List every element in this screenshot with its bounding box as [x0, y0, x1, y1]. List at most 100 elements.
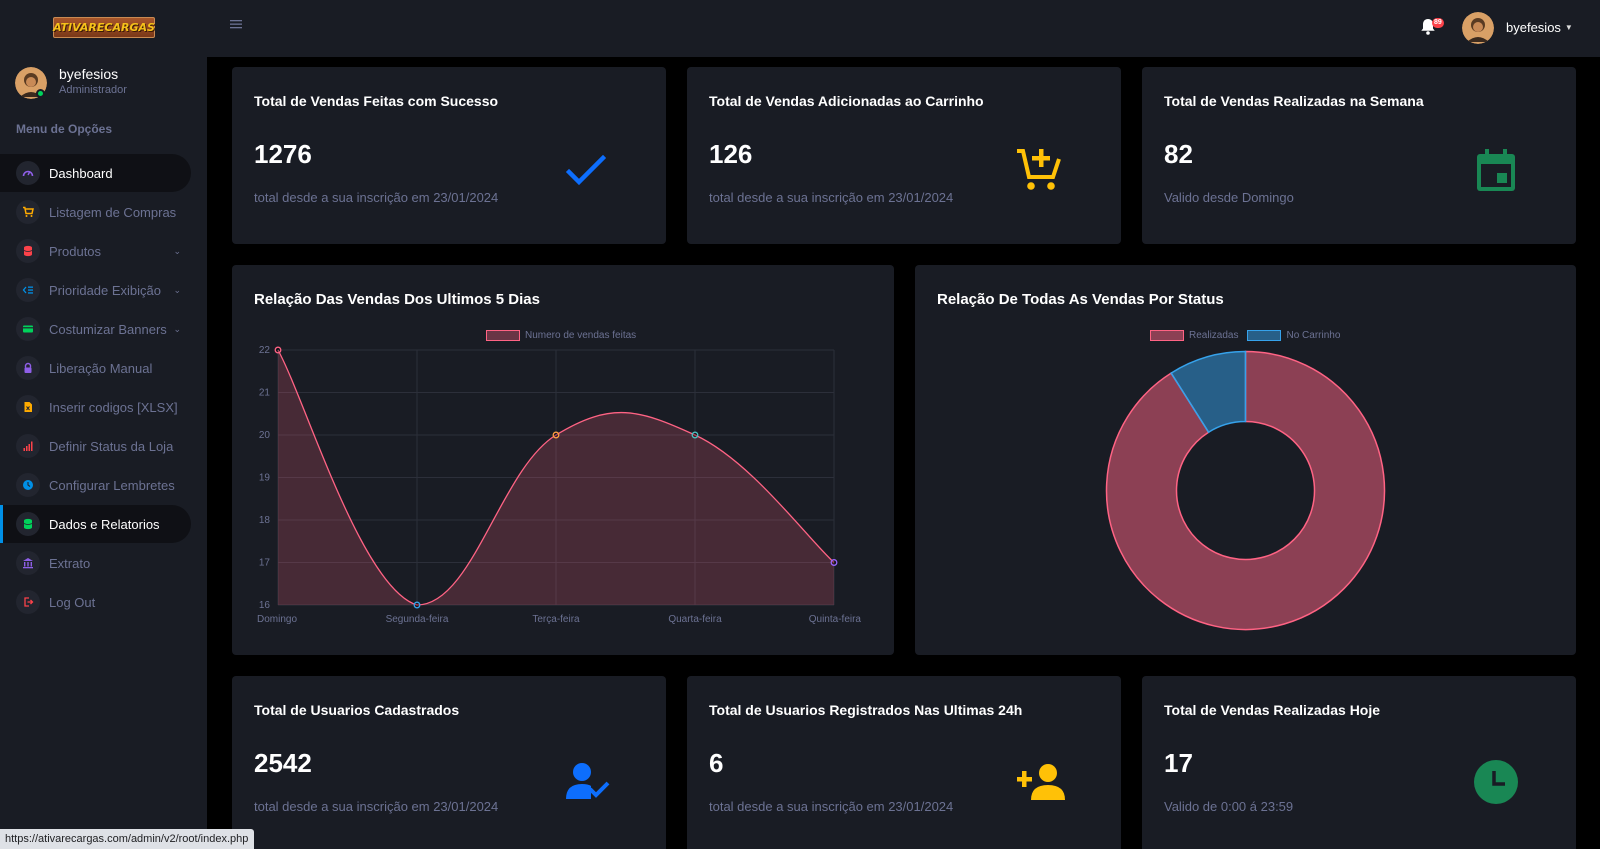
sidebar-item-label: Definir Status da Loja — [49, 438, 174, 454]
x-tick-label: Segunda-feira — [386, 614, 449, 625]
sidebar-item-label: Dashboard — [49, 165, 113, 181]
x-tick-label: Quarta-feira — [668, 614, 722, 625]
doughnut-slice[interactable] — [1105, 350, 1386, 631]
database-icon — [16, 512, 40, 536]
x-tick-label: Terça-feira — [532, 614, 580, 625]
legend-swatch-carrinho — [1247, 330, 1282, 341]
chevron-down-icon: ⌄ — [173, 324, 181, 334]
data-point[interactable] — [413, 601, 421, 609]
sidebar-nav: Dashboard Listagem de Compras Produtos ⌄… — [0, 154, 207, 622]
menu-toggle-icon[interactable] — [230, 18, 244, 32]
browser-status-url: https://ativarecargas.com/admin/v2/root/… — [0, 829, 255, 849]
card-vendas-hoje: Total de Vendas Realizadas Hoje 17 Valid… — [1142, 676, 1576, 849]
sales-line-chart: 16 17 18 19 20 21 22 Domingo Segunda-feira Terça-… — [257, 345, 862, 625]
sidebar-item-extrato[interactable]: Extrato — [0, 544, 191, 582]
data-point[interactable] — [552, 431, 560, 439]
x-tick-label: Quinta-feira — [809, 614, 862, 625]
clock-icon — [1474, 760, 1518, 809]
user-avatar[interactable] — [1462, 12, 1494, 44]
speedometer-icon — [16, 161, 40, 185]
card-usuarios-24h: Total de Usuarios Registrados Nas Ultima… — [687, 676, 1121, 849]
card-icon — [16, 317, 40, 341]
card-vendas-semana: Total de Vendas Realizadas na Semana 82 … — [1142, 67, 1576, 244]
brand-logo[interactable]: ATIVARECARGAS — [53, 17, 155, 38]
sidebar-item-label: Liberação Manual — [49, 360, 153, 376]
y-tick-label: 20 — [259, 430, 271, 441]
card-value: 2542 — [254, 748, 312, 778]
sidebar-item-dashboard[interactable]: Dashboard — [0, 154, 191, 192]
legend-label-carrinho: No Carrinho — [1286, 330, 1341, 341]
menu-title: Menu de Opções — [16, 122, 113, 136]
sidebar-item-log-out[interactable]: Log Out — [0, 583, 191, 621]
check-icon — [565, 154, 607, 192]
card-title: Total de Usuarios Cadastrados — [254, 702, 460, 718]
sidebar-item-dados-relatorios[interactable]: Dados e Relatorios — [0, 505, 191, 543]
chart-legend[interactable]: Numero de vendas feitas — [486, 330, 636, 341]
chart-legend[interactable]: Realizadas No Carrinho — [1150, 330, 1340, 341]
card-value: 17 — [1164, 748, 1193, 778]
chart-title: Relação Das Vendas Dos Ultimos 5 Dias — [254, 291, 540, 308]
sidebar-user-name: byefesios — [59, 66, 119, 82]
user-plus-icon — [1016, 764, 1067, 805]
file-icon — [16, 395, 40, 419]
sidebar-item-definir-status[interactable]: Definir Status da Loja — [0, 427, 191, 465]
legend-label: Numero de vendas feitas — [525, 330, 637, 341]
calendar-icon — [1476, 149, 1516, 196]
legend-swatch-realizadas — [1150, 330, 1184, 341]
sidebar-item-label: Listagem de Compras — [49, 204, 177, 220]
data-point[interactable] — [274, 346, 282, 354]
sidebar-item-liberacao-manual[interactable]: Liberação Manual — [0, 349, 191, 387]
card-value: 6 — [709, 748, 724, 778]
series-line — [277, 349, 835, 606]
card-subtitle: total desde a sua inscrição em 23/01/202… — [709, 799, 954, 814]
card-subtitle: Valido de 0:00 á 23:59 — [1164, 799, 1294, 814]
sidebar-item-label: Dados e Relatorios — [49, 516, 160, 532]
card-title: Total de Vendas Adicionadas ao Carrinho — [709, 93, 984, 109]
sidebar-item-produtos[interactable]: Produtos ⌄ — [0, 232, 191, 270]
area-fill — [278, 350, 834, 605]
sidebar-item-label: Inserir codigos [XLSX] — [49, 399, 178, 415]
sidebar-item-inserir-codigos[interactable]: Inserir codigos [XLSX] — [0, 388, 191, 426]
chart-title: Relação De Todas As Vendas Por Status — [937, 291, 1224, 308]
card-usuarios: Total de Usuarios Cadastrados 2542 total… — [232, 676, 666, 849]
card-subtitle: Valido desde Domingo — [1164, 190, 1294, 205]
legend-label-realizadas: Realizadas — [1189, 330, 1239, 341]
y-tick-label: 16 — [259, 600, 271, 611]
card-vendas-carrinho: Total de Vendas Adicionadas ao Carrinho … — [687, 67, 1121, 244]
sidebar-item-label: Produtos — [49, 243, 102, 259]
notification-bell-icon[interactable]: 89 — [1420, 18, 1444, 38]
card-title: Total de Vendas Feitas com Sucesso — [254, 93, 499, 109]
lock-icon — [16, 356, 40, 380]
data-point[interactable] — [691, 431, 699, 439]
card-subtitle: total desde a sua inscrição em 23/01/202… — [254, 190, 499, 205]
sidebar-item-label: Costumizar Banners — [49, 321, 167, 337]
y-tick-label: 18 — [259, 515, 271, 526]
card-title: Total de Vendas Realizadas na Semana — [1164, 93, 1424, 109]
x-tick-label: Domingo — [257, 614, 297, 625]
bar-signal-icon — [16, 434, 40, 458]
card-title: Total de Usuarios Registrados Nas Ultima… — [709, 702, 1023, 718]
sidebar-item-configurar-lembretes[interactable]: Configurar Lembretes — [0, 466, 191, 504]
user-dropdown[interactable]: byefesios ▼ — [1506, 20, 1573, 35]
data-point[interactable] — [830, 559, 838, 566]
pie-chart-card: Relação De Todas As Vendas Por Status Re… — [915, 265, 1576, 655]
doughnut-slice[interactable] — [1170, 350, 1247, 434]
caret-down-icon: ▼ — [1564, 23, 1573, 32]
user-check-icon — [566, 762, 610, 805]
y-tick-label: 19 — [259, 473, 271, 484]
card-vendas-sucesso: Total de Vendas Feitas com Sucesso 1276 … — [232, 67, 666, 244]
notification-badge: 89 — [1432, 18, 1444, 28]
sidebar: byefesios Administrador Menu de Opções D… — [0, 57, 207, 849]
legend-swatch — [486, 330, 520, 341]
sidebar-item-label: Log Out — [49, 594, 96, 610]
bank-icon — [16, 551, 40, 575]
sidebar-item-listagem-compras[interactable]: Listagem de Compras — [0, 193, 191, 231]
sidebar-item-costumizar-banners[interactable]: Costumizar Banners ⌄ — [0, 310, 191, 348]
y-tick-label: 22 — [259, 345, 271, 356]
card-title: Total de Vendas Realizadas Hoje — [1164, 702, 1381, 718]
sidebar-item-label: Configurar Lembretes — [49, 477, 175, 493]
database-icon — [16, 239, 40, 263]
format-list-icon — [16, 278, 40, 302]
sidebar-item-label: Prioridade Exibição — [49, 282, 162, 298]
sidebar-item-prioridade-exibicao[interactable]: Prioridade Exibição ⌄ — [0, 271, 191, 309]
